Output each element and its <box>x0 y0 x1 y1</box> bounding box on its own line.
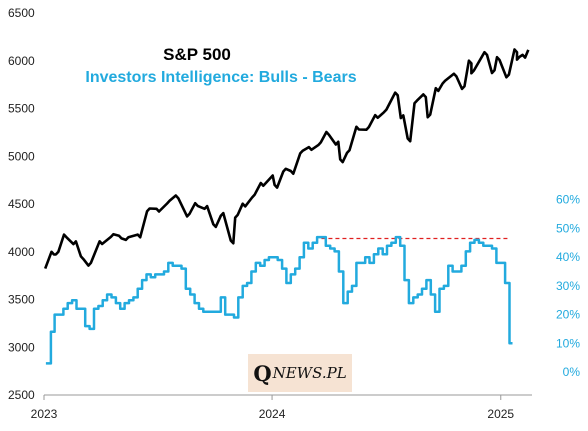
right-tick-label: 30% <box>556 279 580 293</box>
right-axis-ticks: 0% 10% 20% 30% 40% 50% 60% <box>556 193 580 379</box>
right-tick-label: 10% <box>556 336 580 350</box>
x-tick-label: 2025 <box>487 407 514 421</box>
bulls-bears-line <box>45 235 513 365</box>
left-tick-label: 6500 <box>8 6 35 20</box>
left-tick-label: 3500 <box>8 293 35 307</box>
left-tick-label: 2500 <box>8 388 35 402</box>
left-tick-label: 5000 <box>8 149 35 163</box>
x-tick-label: 2023 <box>31 407 58 421</box>
logo-text: NEWS.PL <box>272 364 347 382</box>
left-axis-ticks: 2500 3000 3500 4000 4500 5000 5500 6000 6500 <box>8 6 35 402</box>
chart-title: S&P 500 <box>163 45 231 64</box>
left-tick-label: 4000 <box>8 245 35 259</box>
qnews-logo: Q NEWS.PL <box>248 354 352 392</box>
right-tick-label: 60% <box>556 193 580 207</box>
left-tick-label: 5500 <box>8 102 35 116</box>
x-axis: 2023 2024 2025 <box>31 394 532 421</box>
logo-initial: Q <box>253 360 272 386</box>
left-tick-label: 3000 <box>8 340 35 354</box>
right-tick-label: 40% <box>556 250 580 264</box>
right-tick-label: 0% <box>563 365 581 379</box>
right-tick-label: 50% <box>556 221 580 235</box>
chart-subtitle: Investors Intelligence: Bulls - Bears <box>85 69 356 86</box>
left-tick-label: 4500 <box>8 197 35 211</box>
sp500-line <box>43 48 530 270</box>
left-tick-label: 6000 <box>8 54 35 68</box>
x-tick-label: 2024 <box>259 407 286 421</box>
right-tick-label: 20% <box>556 308 580 322</box>
